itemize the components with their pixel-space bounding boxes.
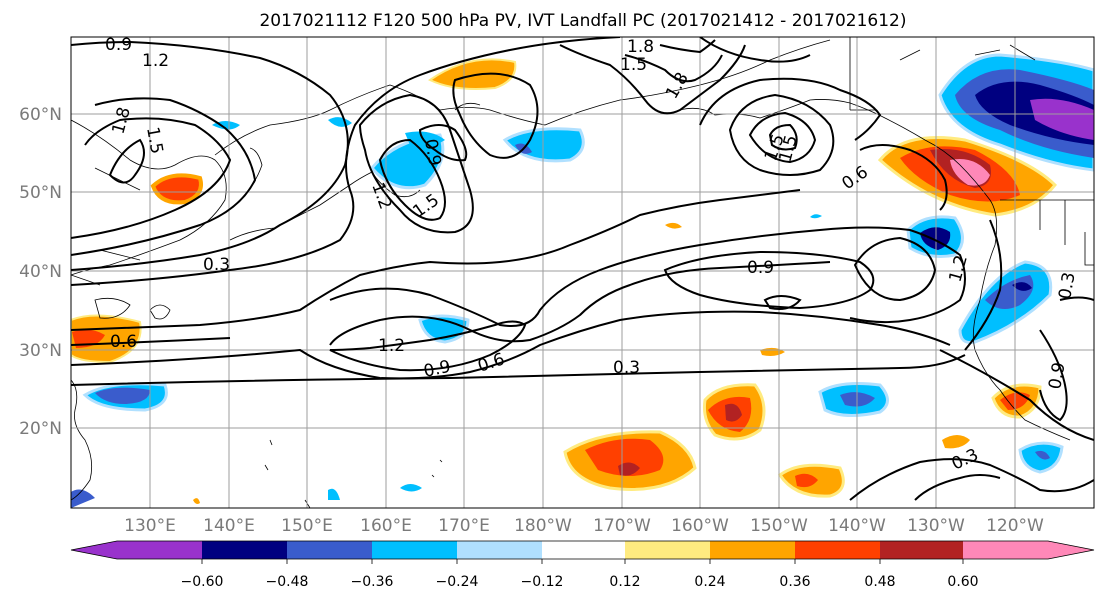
colorbar-tick-label: −0.12 [521, 574, 564, 590]
contour-label: 1.5 [142, 125, 166, 155]
lon-tick-label: 120°W [986, 516, 1044, 536]
contour-label: 1.8 [627, 37, 654, 57]
colorbar-swatch [117, 541, 202, 559]
contour-label: 0.9 [105, 35, 132, 55]
colorbar-outline [70, 540, 1095, 560]
map-panel: 0.9 1.2 1.5 1.8 1.5 1.8 1.5 0.6 0.3 0.6 … [70, 35, 1095, 509]
contour-label: 0.3 [613, 358, 640, 378]
figure-title: 2017021112 F120 500 hPa PV, IVT Landfall… [259, 11, 906, 31]
contour-label: 1.5 [620, 55, 647, 75]
colorbar-tick-label: 0.48 [864, 574, 895, 590]
map-frame [70, 36, 1095, 509]
colorbar-swatch [795, 541, 880, 559]
lat-tick-label: 20°N [19, 419, 62, 439]
colorbar-swatch [372, 541, 457, 559]
lon-tick-label: 130°E [124, 516, 176, 536]
lon-tick-label: 130°W [907, 516, 965, 536]
colorbar-extend-low [71, 541, 117, 559]
colorbar-swatch [202, 541, 287, 559]
colorbar-tick-label: −0.48 [266, 574, 309, 590]
colorbar-tick-label: 0.12 [609, 574, 640, 590]
lat-tick-label: 60°N [19, 105, 62, 125]
colorbar-swatch [625, 541, 710, 559]
contour-label: 0.3 [203, 255, 230, 275]
colorbar-tick-label: −0.24 [436, 574, 479, 590]
lat-tick-label: 30°N [19, 341, 62, 361]
contour-label: 0.9 [1045, 361, 1069, 391]
contour-label: 0.9 [420, 137, 444, 167]
lon-tick-label: 140°W [828, 516, 886, 536]
colorbar: −0.60 −0.48 −0.36 −0.24 −0.12 0.12 0.24 … [70, 540, 1095, 590]
colorbar-tick-label: 0.36 [779, 574, 810, 590]
colorbar-swatch [287, 541, 372, 559]
lon-tick-label: 160°E [360, 516, 412, 536]
lon-tick-label: 170°E [438, 516, 490, 536]
colorbar-swatch [457, 541, 542, 559]
colorbar-tick-label: −0.60 [181, 574, 224, 590]
colorbar-swatch [710, 541, 795, 559]
lon-tick-label: 180°W [514, 516, 572, 536]
colorbar-tick-label: −0.36 [351, 574, 394, 590]
political-borders [71, 37, 1094, 286]
lon-tick-label: 150°E [281, 516, 333, 536]
colorbar-swatch [542, 541, 625, 559]
lon-tick-label: 150°W [750, 516, 808, 536]
lon-tick-label: 160°W [671, 516, 729, 536]
graticule [71, 37, 1094, 508]
colorbar-extend-high [1048, 541, 1094, 559]
lon-tick-label: 170°W [593, 516, 651, 536]
pv-contours [71, 37, 1094, 501]
longitude-axis: 130°E 140°E 150°E 160°E 170°E 180°W 170°… [124, 516, 1044, 536]
contour-label: 1.2 [142, 51, 169, 71]
colorbar-tick-label: 0.24 [694, 574, 725, 590]
contour-label: 1.2 [378, 336, 405, 356]
map-background [71, 37, 1094, 508]
colorbar-swatch [880, 541, 963, 559]
latitude-axis: 60°N 50°N 40°N 30°N 20°N [19, 105, 62, 439]
lat-tick-label: 50°N [19, 183, 62, 203]
contour-label: 0.6 [110, 332, 137, 352]
colorbar-swatch [963, 541, 1048, 559]
contour-label: 0.3 [1055, 271, 1079, 301]
lat-tick-label: 40°N [19, 262, 62, 282]
contour-label: 0.9 [747, 258, 774, 278]
colorbar-tick-label: 0.60 [947, 574, 978, 590]
lon-tick-label: 140°E [203, 516, 255, 536]
